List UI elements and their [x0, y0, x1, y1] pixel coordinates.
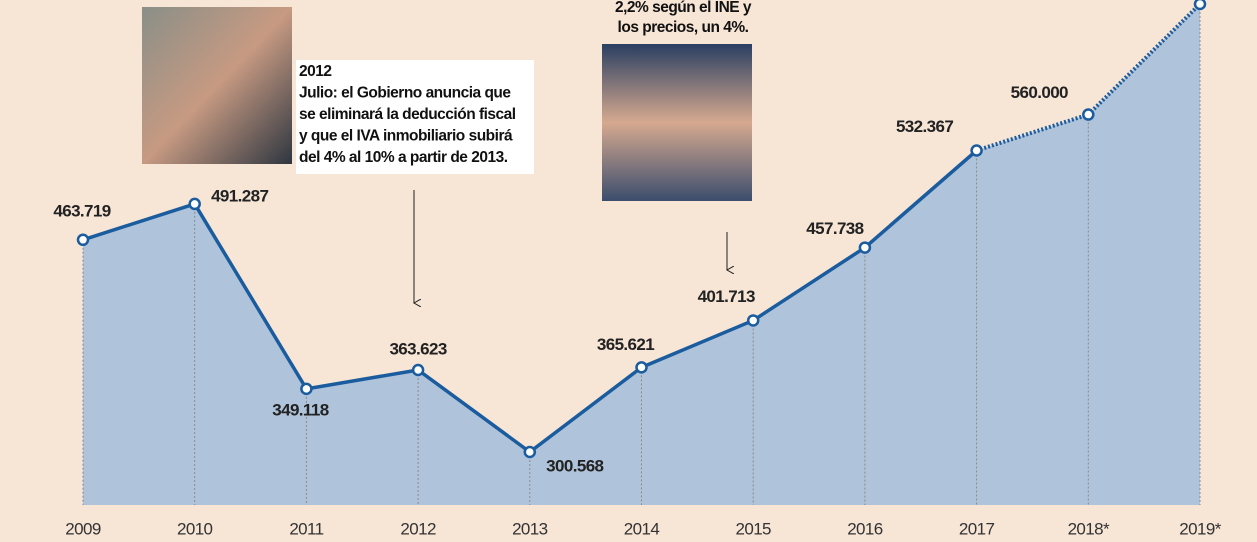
- x-tick-label: 2011: [289, 519, 323, 538]
- value-label: 463.719: [53, 201, 110, 220]
- annotation: se eliminará la deducción fiscal: [299, 106, 516, 123]
- photo: [602, 44, 752, 201]
- x-tick-label: 2017: [959, 519, 995, 538]
- point: [190, 199, 200, 209]
- annotation: del 4% al 10% a partir de 2013.: [299, 149, 508, 166]
- annotation: y que el IVA inmobiliario subirá: [299, 128, 513, 145]
- chart: 463.719 2009 491.287 2010 349.118 2011 363.623…: [0, 0, 1257, 542]
- annotation: 2,2% según el INE y: [615, 0, 752, 16]
- annotation: los precios, un 4%.: [618, 19, 749, 36]
- point: [748, 315, 758, 325]
- x-tick-label: 2010: [177, 519, 213, 538]
- point: [301, 384, 311, 394]
- x-tick-label: 2009: [65, 519, 101, 538]
- value-label: 532.367: [896, 117, 953, 136]
- value-label: 457.738: [806, 219, 863, 238]
- point: [525, 447, 535, 457]
- point: [78, 235, 88, 245]
- value-label: 491.287: [211, 186, 268, 205]
- value-label: 401.713: [698, 287, 755, 306]
- x-tick-label: 2015: [735, 519, 771, 538]
- x-tick-label: 2013: [512, 519, 548, 538]
- point: [1195, 0, 1205, 9]
- value-label: 365.621: [597, 335, 654, 354]
- x-tick-label: 2016: [847, 519, 883, 538]
- x-tick-label: 2012: [400, 519, 436, 538]
- x-tick-label: 2019*: [1179, 519, 1221, 538]
- point: [637, 362, 647, 372]
- point: [413, 365, 423, 375]
- point: [1083, 110, 1093, 120]
- value-label: 300.568: [546, 456, 603, 475]
- value-label: 349.118: [272, 400, 328, 419]
- annotation: Julio: el Gobierno anuncia que: [299, 85, 511, 102]
- value-label: 560.000: [1011, 83, 1068, 102]
- x-tick-label: 2018*: [1068, 519, 1110, 538]
- x-tick-label: 2014: [624, 519, 660, 538]
- photo: [142, 7, 292, 164]
- point: [860, 243, 870, 253]
- annotation: 2012: [299, 63, 331, 80]
- point: [972, 146, 982, 156]
- value-label: 363.623: [389, 339, 446, 358]
